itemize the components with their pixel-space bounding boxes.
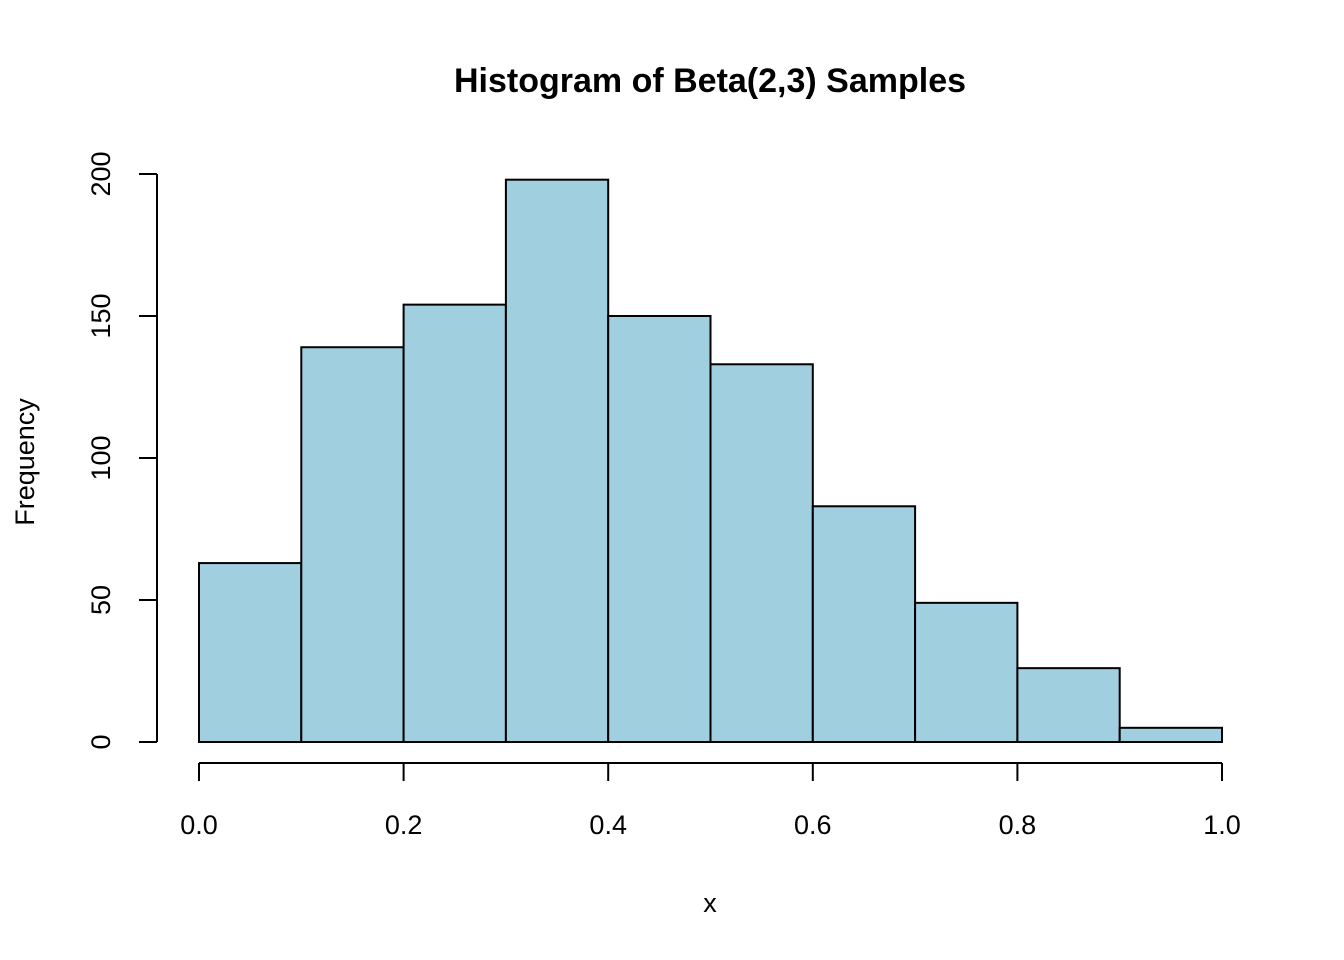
histogram-bar <box>402 303 507 743</box>
x-tick-label: 0.8 <box>999 810 1037 840</box>
y-tick-label: 0 <box>86 734 116 749</box>
histogram-bar <box>504 178 610 743</box>
bars-group <box>198 178 1223 744</box>
y-tick-label: 100 <box>86 435 116 480</box>
x-tick-label: 0.0 <box>180 810 218 840</box>
y-tick-label: 150 <box>86 293 116 338</box>
histogram-bar <box>914 601 1019 744</box>
x-tick-label: 1.0 <box>1203 810 1241 840</box>
histogram-bar <box>1118 726 1223 743</box>
chart-title: Histogram of Beta(2,3) Samples <box>454 62 966 100</box>
x-axis-label: x <box>703 888 717 918</box>
histogram-bar <box>1016 667 1121 743</box>
histogram-bar <box>198 562 303 744</box>
histogram-bar <box>300 346 405 743</box>
x-tick-label: 0.6 <box>794 810 832 840</box>
y-axis: 0 50 100 150 200 <box>86 151 158 750</box>
histogram-bar <box>811 505 917 743</box>
x-tick-label: 0.4 <box>589 810 627 840</box>
histogram-bar <box>607 315 712 743</box>
x-axis: 0.0 0.2 0.4 0.6 0.8 1.0 <box>180 762 1241 840</box>
histogram-bar <box>709 363 814 743</box>
y-axis-label: Frequency <box>10 398 40 526</box>
y-tick-label: 200 <box>86 151 116 196</box>
x-tick-label: 0.2 <box>385 810 423 840</box>
y-tick-label: 50 <box>86 585 116 615</box>
